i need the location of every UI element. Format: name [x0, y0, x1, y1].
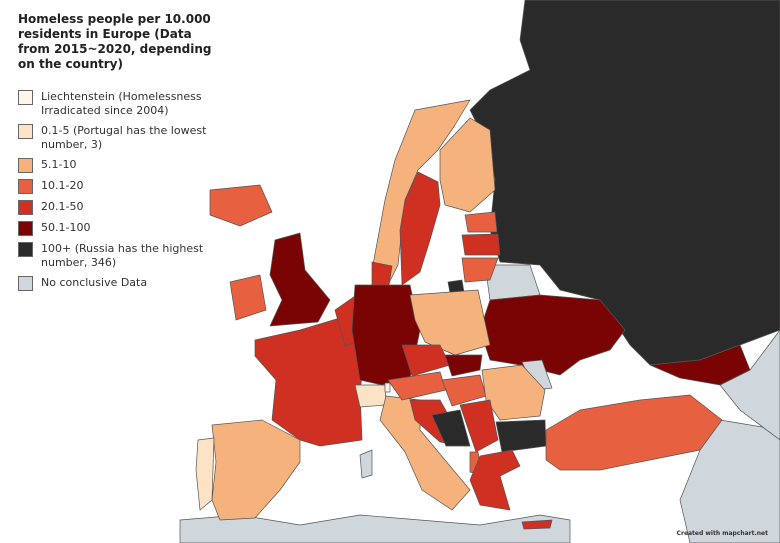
- france: [254, 317, 369, 447]
- latvia: [461, 233, 501, 256]
- corsica: [359, 449, 373, 479]
- legend-swatch: [18, 90, 33, 105]
- hungary: [441, 374, 487, 407]
- liechtenstein: [384, 382, 391, 393]
- africa: [179, 514, 571, 543]
- legend-item: 10.1-20: [18, 179, 218, 194]
- legend-item: 100+ (Russia has the highest number, 346…: [18, 242, 218, 270]
- legend-swatch: [18, 221, 33, 236]
- legend-item: 0.1-5 (Portugal has the lowest number, 3…: [18, 124, 218, 152]
- legend-swatch: [18, 124, 33, 139]
- ukraine: [479, 294, 626, 376]
- legend-item: 50.1-100: [18, 221, 218, 236]
- map-title: Homeless people per 10.000 residents in …: [18, 12, 212, 71]
- legend-label: 10.1-20: [41, 179, 84, 192]
- legend-label: 0.1-5 (Portugal has the lowest number, 3…: [41, 124, 207, 151]
- spain: [211, 419, 301, 521]
- legend-label: No conclusive Data: [41, 276, 148, 289]
- legend-label: 50.1-100: [41, 221, 91, 234]
- ireland: [229, 274, 267, 321]
- legend-item: Liechtenstein (Homelessness Irradicated …: [18, 90, 218, 118]
- legend-swatch: [18, 179, 33, 194]
- uk: [269, 232, 331, 327]
- bulgaria: [495, 419, 547, 453]
- finland: [439, 117, 496, 213]
- iceland: [209, 184, 273, 227]
- crete: [521, 519, 553, 530]
- legend-label: 20.1-50: [41, 200, 84, 213]
- kazakhstan: [719, 329, 780, 441]
- serbia: [459, 399, 499, 453]
- caucasus: [649, 344, 751, 386]
- portugal: [195, 437, 215, 511]
- credit: Created with mapchart.net: [676, 530, 768, 537]
- legend-swatch: [18, 200, 33, 215]
- legend-label: 5.1-10: [41, 158, 77, 171]
- legend-label: 100+ (Russia has the highest number, 346…: [41, 242, 204, 269]
- legend-swatch: [18, 242, 33, 257]
- legend-item: 20.1-50: [18, 200, 218, 215]
- slovakia: [444, 354, 483, 377]
- lithuania: [461, 257, 499, 283]
- switzerland: [354, 384, 387, 408]
- turkey: [545, 394, 723, 471]
- legend-item: 5.1-10: [18, 158, 218, 173]
- legend-label: Liechtenstein (Homelessness Irradicated …: [41, 90, 202, 117]
- romania: [481, 364, 546, 421]
- legend: Liechtenstein (Homelessness Irradicated …: [18, 90, 218, 297]
- greece: [469, 449, 521, 511]
- legend-swatch: [18, 276, 33, 291]
- sweden: [399, 171, 441, 286]
- legend-swatch: [18, 158, 33, 173]
- bosnia: [431, 409, 471, 447]
- estonia: [464, 211, 498, 233]
- legend-item: No conclusive Data: [18, 276, 218, 291]
